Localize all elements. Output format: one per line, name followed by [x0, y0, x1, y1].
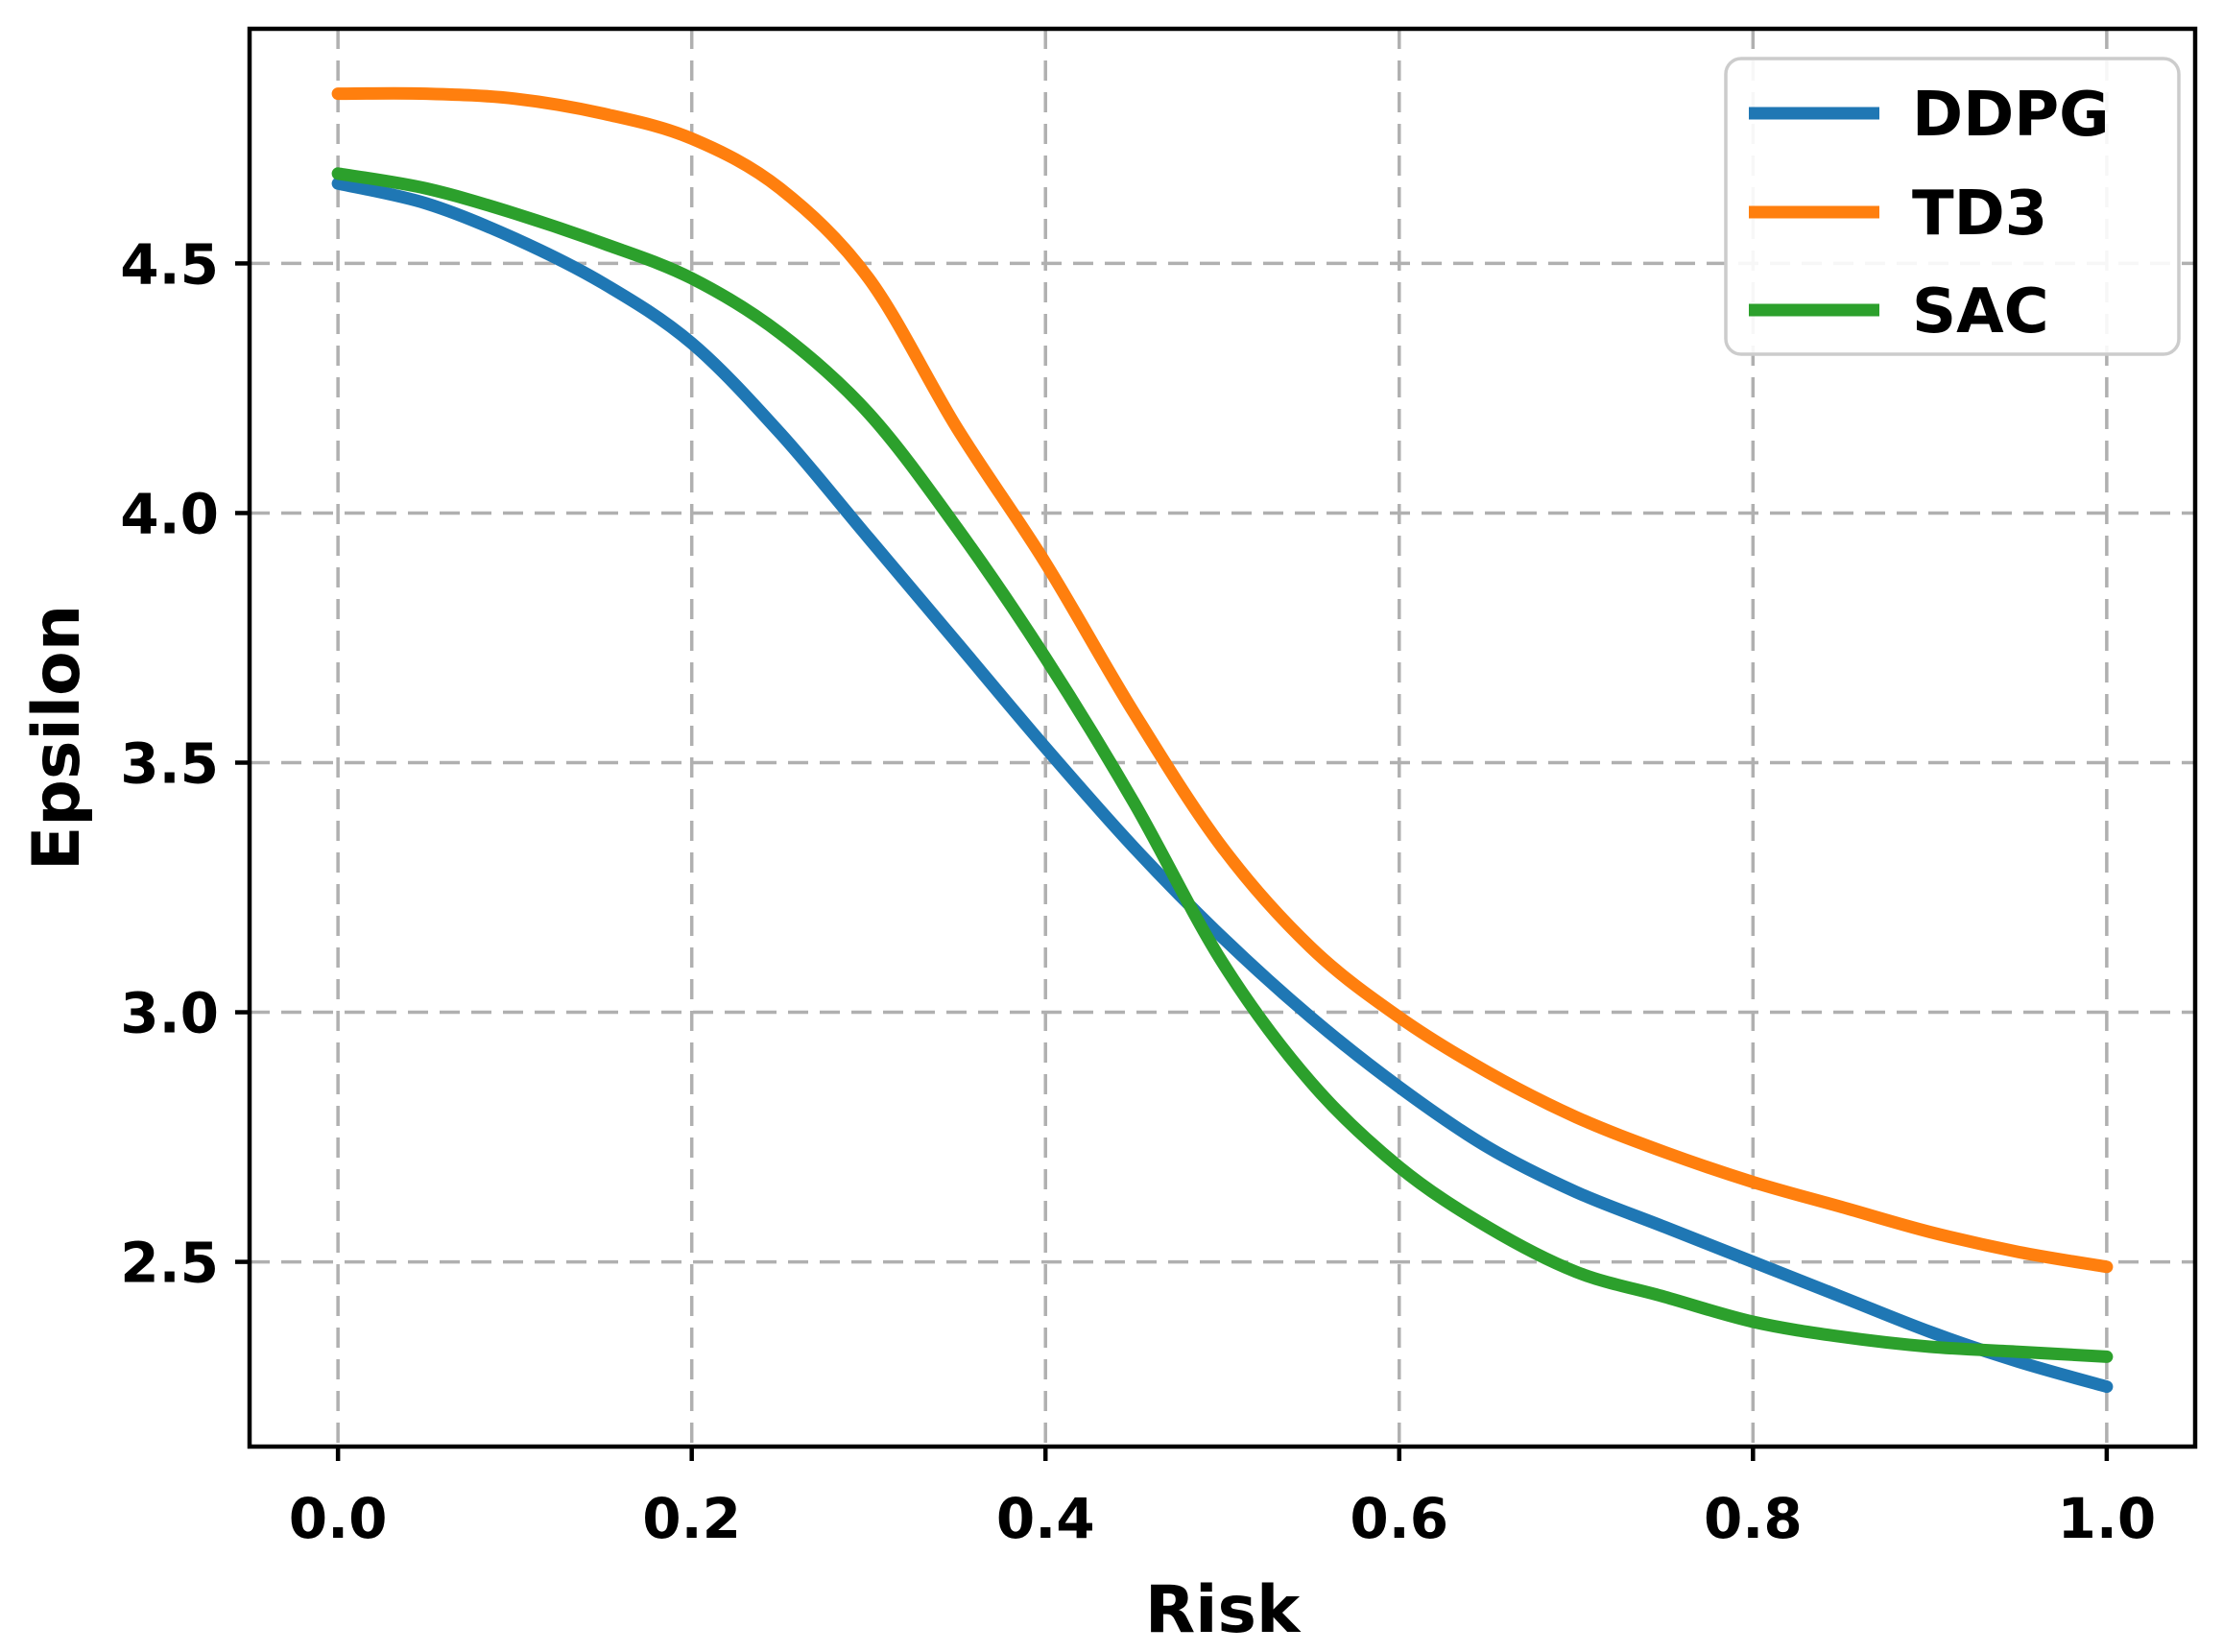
- legend-box: [1724, 57, 2181, 356]
- x-tick-label: 0.2: [642, 1486, 741, 1551]
- y-axis-label: Epsilon: [19, 605, 95, 871]
- series-line-sac: [331, 167, 2114, 1363]
- y-tick-label: 2.5: [120, 1231, 219, 1296]
- legend-label-ddpg: DDPG: [1912, 80, 2110, 151]
- plot-border: [247, 26, 2198, 1449]
- legend-label-td3: TD3: [1912, 179, 2047, 250]
- x-tick-label: 0.0: [289, 1486, 388, 1551]
- y-tick-label: 4.0: [120, 481, 219, 546]
- x-tick-label: 1.0: [2057, 1486, 2156, 1551]
- series-line-td3: [331, 86, 2114, 1274]
- y-tick-label: 3.0: [120, 981, 219, 1046]
- legend-label-sac: SAC: [1912, 276, 2049, 347]
- y-tick-label: 4.5: [120, 231, 219, 297]
- x-tick-label: 0.6: [1350, 1486, 1448, 1551]
- x-tick-label: 0.8: [1704, 1486, 1803, 1551]
- x-tick-label: 0.4: [996, 1486, 1095, 1551]
- x-axis-label: Risk: [1145, 1572, 1302, 1648]
- y-tick-label: 3.5: [120, 731, 219, 797]
